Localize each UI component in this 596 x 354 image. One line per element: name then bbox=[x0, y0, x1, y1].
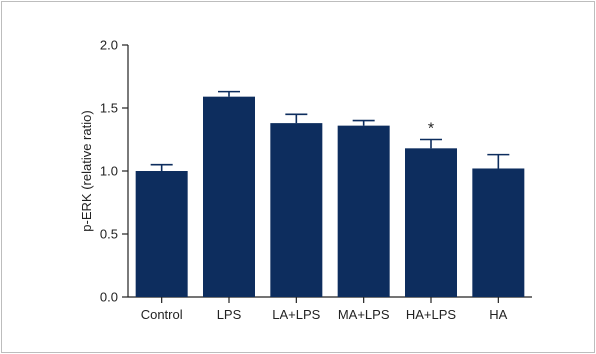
y-tick-label: 1.5 bbox=[100, 101, 118, 116]
significance-marker: * bbox=[428, 121, 434, 138]
y-tick-label: 2.0 bbox=[100, 38, 118, 53]
error-bars bbox=[150, 90, 510, 171]
bar bbox=[203, 96, 255, 297]
x-tick-label: MA+LPS bbox=[338, 307, 390, 322]
x-tick-label: LPS bbox=[217, 307, 242, 322]
y-axis bbox=[122, 44, 129, 298]
y-axis-label: p-ERK (relative ratio) bbox=[79, 110, 94, 231]
y-tick-label: 0.5 bbox=[100, 227, 118, 242]
y-tick-label: 0.0 bbox=[100, 290, 118, 305]
y-tick-label: 1.0 bbox=[100, 164, 118, 179]
bars bbox=[135, 96, 525, 298]
y-tick-labels: 0.0 0.5 1.0 1.5 2.0 bbox=[100, 38, 118, 305]
bar bbox=[472, 168, 525, 297]
x-tick-label: LA+LPS bbox=[272, 307, 320, 322]
bar bbox=[405, 148, 457, 297]
x-tick-labels: Control LPS LA+LPS MA+LPS HA+LPS HA bbox=[141, 307, 508, 322]
bar bbox=[270, 123, 323, 298]
x-tick-label: HA bbox=[489, 307, 507, 322]
x-tick-label: Control bbox=[141, 307, 183, 322]
x-tick-label: HA+LPS bbox=[406, 307, 457, 322]
bar bbox=[337, 125, 390, 297]
annotations: * bbox=[428, 121, 434, 138]
bar bbox=[135, 171, 188, 297]
x-axis bbox=[128, 296, 532, 303]
